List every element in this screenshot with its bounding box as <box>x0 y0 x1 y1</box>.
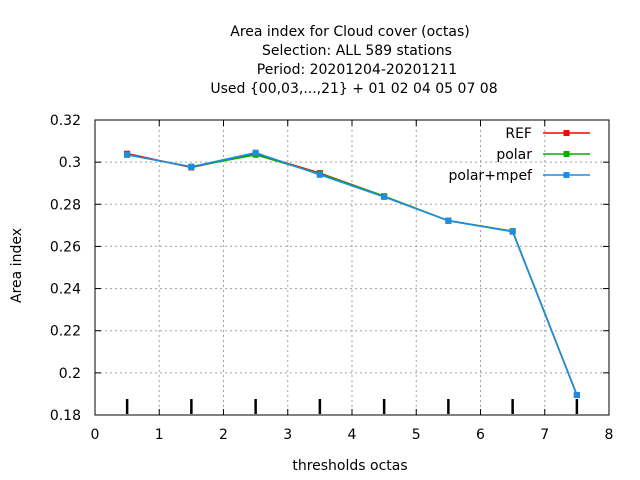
y-tick-label: 0.28 <box>50 197 81 213</box>
legend-swatch-point <box>563 130 570 136</box>
legend-swatch-point <box>563 172 570 178</box>
x-tick-label: 7 <box>540 427 549 443</box>
x-tick-label: 4 <box>348 427 357 443</box>
y-tick-label: 0.22 <box>50 324 81 340</box>
legend-label: REF <box>505 126 532 142</box>
x-tick-label: 3 <box>283 427 292 443</box>
y-tick-label: 0.24 <box>50 282 81 298</box>
x-tick-label: 5 <box>412 427 421 443</box>
x-tick-label: 2 <box>219 427 228 443</box>
x-tick-label: 8 <box>605 427 614 443</box>
title-line-3: Period: 20201204-20201211 <box>257 62 457 78</box>
y-axis-label: Area index <box>9 228 25 303</box>
series-line-polar-mpef <box>126 151 578 396</box>
axis-ticks <box>94 119 610 416</box>
y-tick-label: 0.32 <box>50 113 81 129</box>
x-tick-label: 6 <box>476 427 485 443</box>
data-point <box>316 171 323 178</box>
y-tick-labels: 0.18 0.2 0.22 0.24 0.26 0.28 0.3 0.32 <box>50 113 81 424</box>
data-point <box>252 149 259 156</box>
title-line-2: Selection: ALL 589 stations <box>262 43 452 59</box>
legend-label: polar <box>496 147 532 163</box>
x-tick-label: 0 <box>91 427 100 443</box>
y-tick-label: 0.2 <box>59 366 81 382</box>
y-tick-label: 0.18 <box>50 408 81 424</box>
data-point <box>573 391 580 398</box>
legend: REF polar polar+mpef <box>449 126 590 184</box>
series-lines <box>124 149 580 398</box>
data-point <box>381 193 388 200</box>
y-tick-label: 0.3 <box>59 155 81 171</box>
legend-swatch-point <box>563 151 570 157</box>
data-point <box>124 151 131 158</box>
x-tick-label: 1 <box>155 427 164 443</box>
threshold-markers <box>125 399 579 414</box>
series-line-ref <box>126 152 578 396</box>
y-tick-label: 0.26 <box>50 239 81 255</box>
data-point <box>509 228 516 235</box>
x-axis-label: thresholds octas <box>292 458 407 474</box>
chart-title: Area index for Cloud cover (octas) Select… <box>210 24 497 97</box>
data-point <box>188 163 195 170</box>
legend-label: polar+mpef <box>449 168 534 184</box>
data-point <box>445 217 452 224</box>
title-line-1: Area index for Cloud cover (octas) <box>230 24 469 40</box>
x-tick-labels: 0 1 2 3 4 5 6 7 8 <box>91 427 614 443</box>
grid-lines <box>95 120 609 415</box>
title-line-4: Used {00,03,...,21} + 01 02 04 05 07 08 <box>210 81 497 97</box>
